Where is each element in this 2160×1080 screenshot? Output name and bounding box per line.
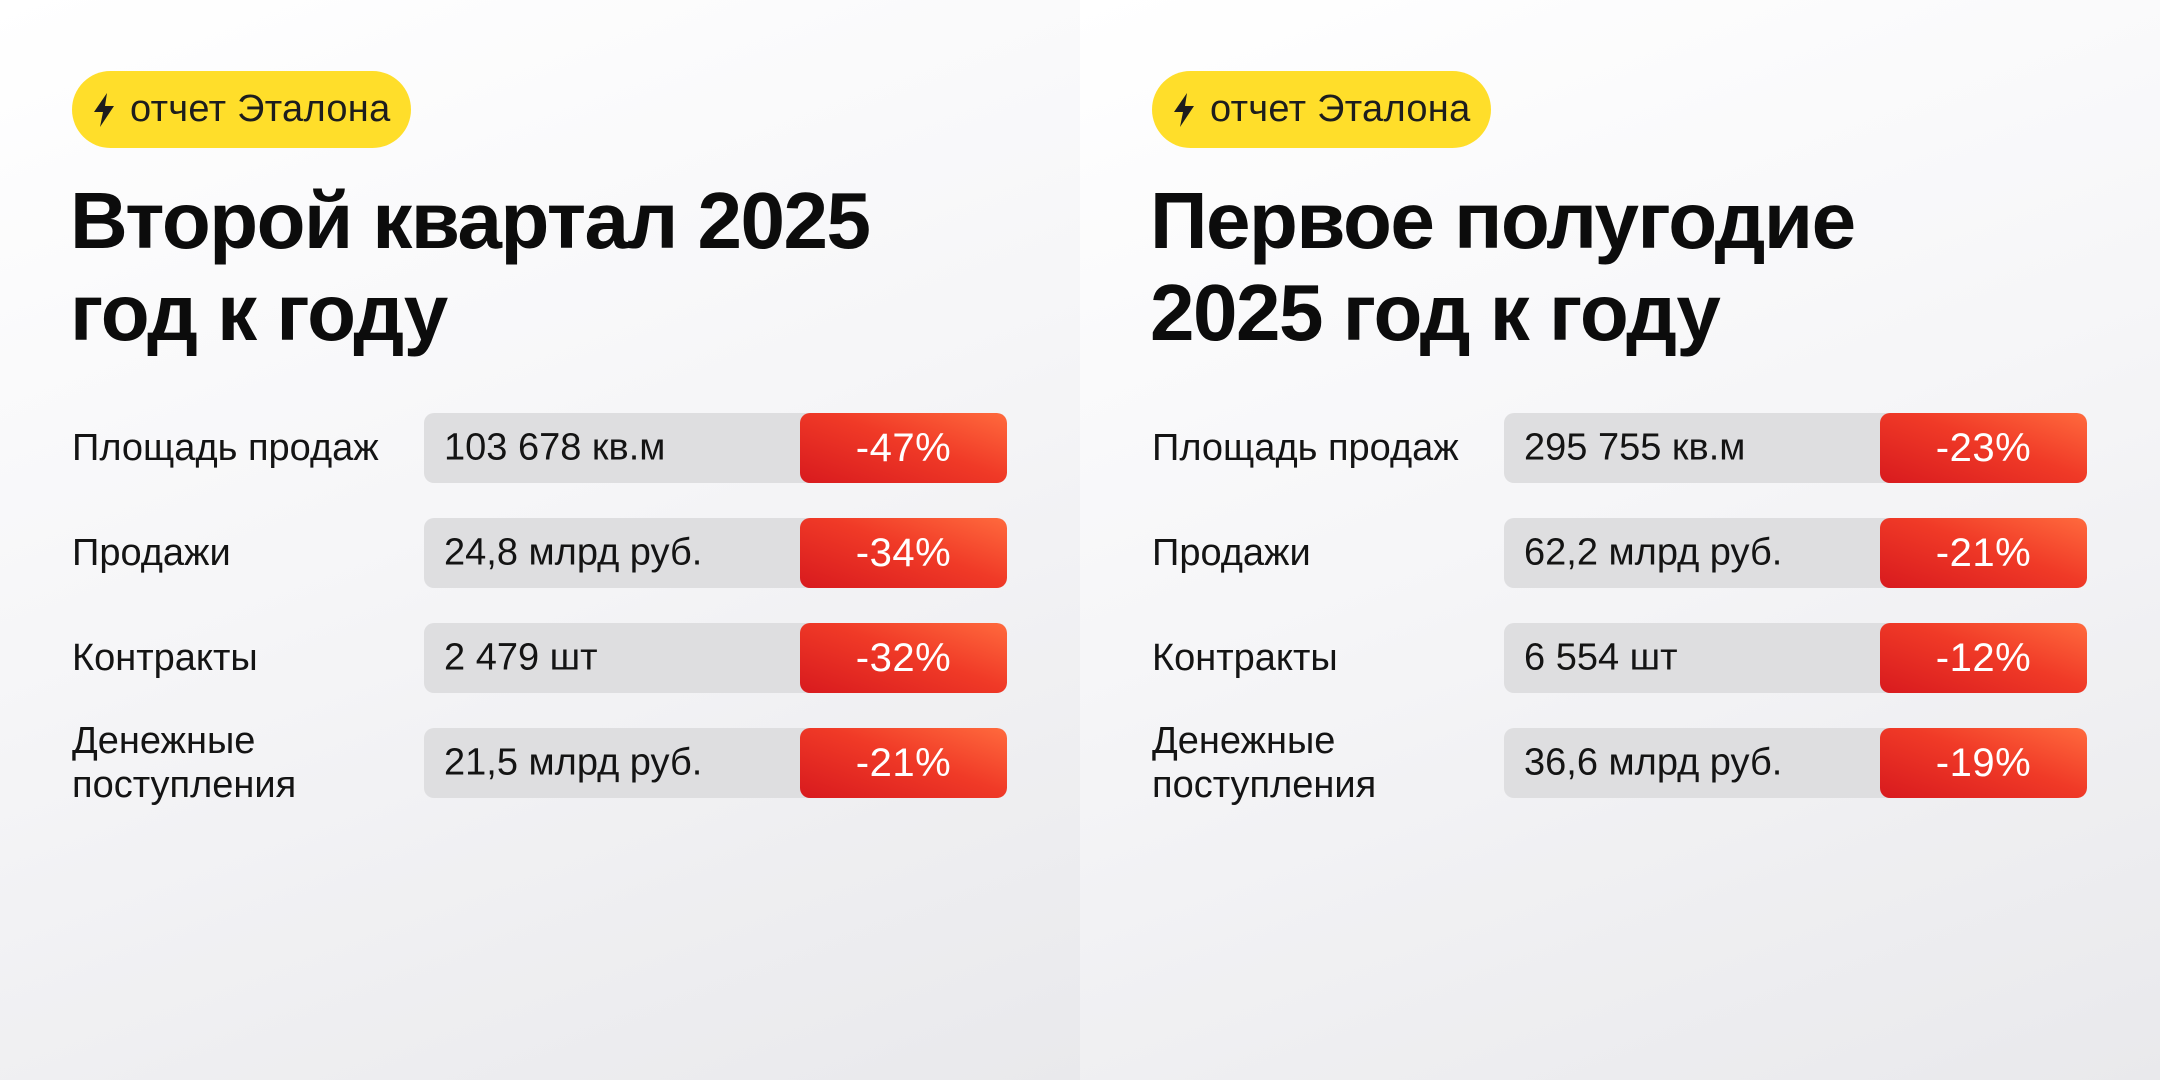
page-title: Второй квартал 2025 год к году — [70, 175, 1060, 359]
change-value: -32% — [855, 635, 952, 680]
report-badge: отчет Эталона — [72, 71, 411, 148]
metric-value: 103 678 кв.м — [444, 426, 666, 469]
metric-row-contracts: Контракты 2 479 шт -32% — [72, 623, 1007, 693]
metric-label: Контракты — [1152, 637, 1338, 679]
metric-row-cash-receipts: Денежные поступления 21,5 млрд руб. -21% — [72, 720, 1007, 806]
lightning-bolt-icon — [1174, 92, 1194, 127]
title-line-1: Первое полугодие — [1150, 176, 1856, 265]
metric-row-sales: Продажи 62,2 млрд руб. -21% — [1152, 518, 2087, 588]
metric-value-box: 295 755 кв.м -23% — [1504, 413, 2087, 483]
metric-label-line-1: Денежные — [1152, 720, 1336, 762]
metric-label: Продажи — [1152, 532, 1311, 574]
change-value: -47% — [855, 425, 952, 470]
metric-value: 21,5 млрд руб. — [444, 741, 703, 784]
metric-label: Денежные поступления — [72, 719, 412, 807]
change-badge: -12% — [1880, 623, 2087, 693]
metric-value: 24,8 млрд руб. — [444, 531, 703, 574]
metric-value-box: 103 678 кв.м -47% — [424, 413, 1007, 483]
change-value: -12% — [1935, 635, 2032, 680]
metric-label-line-2: поступления — [72, 764, 297, 806]
metric-label: Контракты — [72, 637, 258, 679]
metrics-list: Площадь продаж 295 755 кв.м -23% Продажи… — [1152, 413, 2087, 833]
change-value: -19% — [1935, 740, 2032, 785]
change-value: -34% — [855, 530, 952, 575]
page-title: Первое полугодие 2025 год к году — [1150, 175, 2140, 359]
metric-label: Площадь продаж — [72, 427, 379, 469]
metric-label-line-2: поступления — [1152, 764, 1377, 806]
change-badge: -19% — [1880, 728, 2087, 798]
metric-value-box: 2 479 шт -32% — [424, 623, 1007, 693]
title-line-1: Второй квартал 2025 — [70, 176, 871, 265]
lightning-bolt-icon — [94, 92, 114, 127]
change-badge: -21% — [1880, 518, 2087, 588]
metric-value-box: 24,8 млрд руб. -34% — [424, 518, 1007, 588]
change-value: -21% — [855, 740, 952, 785]
panel-q2-2025: отчет Эталона Второй квартал 2025 год к … — [0, 0, 1080, 1080]
title-line-2: год к году — [70, 268, 448, 357]
metric-value: 6 554 шт — [1524, 636, 1678, 679]
metric-value-box: 36,6 млрд руб. -19% — [1504, 728, 2087, 798]
change-badge: -34% — [800, 518, 1007, 588]
panel-h1-2025: отчет Эталона Первое полугодие 2025 год … — [1080, 0, 2160, 1080]
metric-row-contracts: Контракты 6 554 шт -12% — [1152, 623, 2087, 693]
metric-value-box: 62,2 млрд руб. -21% — [1504, 518, 2087, 588]
report-badge: отчет Эталона — [1152, 71, 1491, 148]
badge-label: отчет Эталона — [1210, 88, 1471, 130]
title-line-2: 2025 год к году — [1150, 268, 1721, 357]
metric-value: 295 755 кв.м — [1524, 426, 1746, 469]
metrics-list: Площадь продаж 103 678 кв.м -47% Продажи… — [72, 413, 1007, 833]
metric-label-line-1: Денежные — [72, 720, 256, 762]
metric-label: Продажи — [72, 532, 231, 574]
metric-value: 2 479 шт — [444, 636, 598, 679]
metric-row-sales: Продажи 24,8 млрд руб. -34% — [72, 518, 1007, 588]
metric-value-box: 21,5 млрд руб. -21% — [424, 728, 1007, 798]
metric-value-box: 6 554 шт -12% — [1504, 623, 2087, 693]
change-value: -23% — [1935, 425, 2032, 470]
badge-label: отчет Эталона — [130, 88, 391, 130]
metric-label: Площадь продаж — [1152, 427, 1459, 469]
metric-value: 62,2 млрд руб. — [1524, 531, 1783, 574]
metric-value: 36,6 млрд руб. — [1524, 741, 1783, 784]
metric-label: Денежные поступления — [1152, 719, 1492, 807]
change-badge: -47% — [800, 413, 1007, 483]
change-badge: -21% — [800, 728, 1007, 798]
change-badge: -23% — [1880, 413, 2087, 483]
metric-row-sales-area: Площадь продаж 103 678 кв.м -47% — [72, 413, 1007, 483]
change-badge: -32% — [800, 623, 1007, 693]
metric-row-sales-area: Площадь продаж 295 755 кв.м -23% — [1152, 413, 2087, 483]
metric-row-cash-receipts: Денежные поступления 36,6 млрд руб. -19% — [1152, 720, 2087, 806]
change-value: -21% — [1935, 530, 2032, 575]
